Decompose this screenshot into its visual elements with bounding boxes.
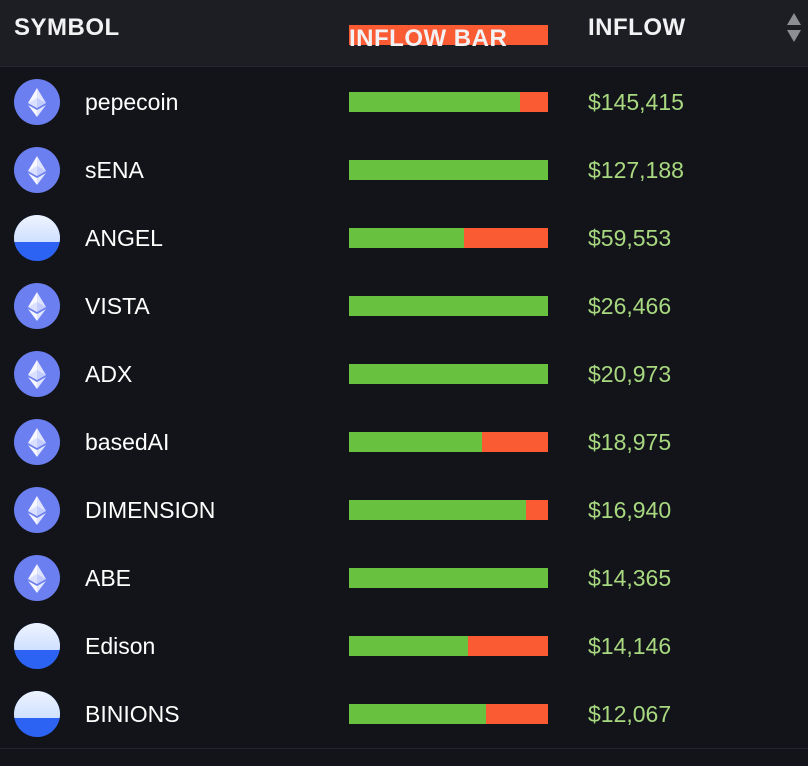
inflow-bar-fill <box>349 364 548 384</box>
inflow-bar-fill <box>349 500 527 520</box>
inflow-amount: $59,553 <box>588 225 672 251</box>
inflow-amount: $26,466 <box>588 293 672 319</box>
inflow-bar <box>349 432 548 452</box>
column-header-inflow[interactable]: INFLOW <box>588 14 686 41</box>
token-icon <box>14 623 60 669</box>
inflow-amount: $127,188 <box>588 157 684 183</box>
token-symbol[interactable]: Edison <box>85 633 156 659</box>
inflow-bar-fill <box>349 228 465 248</box>
table-bottom-divider <box>0 748 808 749</box>
inflow-bar <box>349 364 548 384</box>
table-body: pepecoin $145,415 sENA $127,188 ANGEL $59,553… <box>0 67 808 747</box>
table-row[interactable]: ADX $20,973 <box>0 339 808 407</box>
inflow-bar <box>349 704 548 724</box>
inflow-bar-fill <box>349 296 548 316</box>
inflow-amount: $14,365 <box>588 565 672 591</box>
table-header: SYMBOL INFLOW BAR INFLOW <box>0 0 808 67</box>
inflow-bar <box>349 92 548 112</box>
column-header-symbol[interactable]: SYMBOL <box>14 14 120 41</box>
token-symbol[interactable]: DIMENSION <box>85 497 216 523</box>
table-row[interactable]: ABE $14,365 <box>0 543 808 611</box>
token-symbol[interactable]: VISTA <box>85 293 150 319</box>
ethereum-icon <box>14 419 60 465</box>
inflow-bar <box>349 568 548 588</box>
ethereum-icon <box>14 283 60 329</box>
table-row[interactable]: Edison $14,146 <box>0 611 808 679</box>
inflow-amount: $18,975 <box>588 429 672 455</box>
ethereum-icon <box>14 79 60 125</box>
inflow-amount: $12,067 <box>588 701 672 727</box>
inflow-bar <box>349 160 548 180</box>
inflow-bar <box>349 636 548 656</box>
table-row[interactable]: ANGEL $59,553 <box>0 203 808 271</box>
table-row[interactable]: pepecoin $145,415 <box>0 67 808 135</box>
inflow-bar-fill <box>349 160 548 180</box>
inflow-bar <box>349 296 548 316</box>
inflow-bar-fill <box>349 636 469 656</box>
table-row[interactable]: BINIONS $12,067 <box>0 679 808 747</box>
token-symbol[interactable]: ADX <box>85 361 133 387</box>
inflow-bar-fill <box>349 704 487 724</box>
sort-ascending-icon[interactable] <box>787 13 801 25</box>
token-symbol[interactable]: ANGEL <box>85 225 163 251</box>
token-symbol[interactable]: pepecoin <box>85 89 179 115</box>
column-header-inflow-bar[interactable]: INFLOW BAR <box>349 25 548 52</box>
inflow-bar <box>349 228 548 248</box>
inflow-bar <box>349 500 548 520</box>
table-row[interactable]: basedAI $18,975 <box>0 407 808 475</box>
token-symbol[interactable]: sENA <box>85 157 144 183</box>
inflow-amount: $16,940 <box>588 497 672 523</box>
sort-descending-icon[interactable] <box>787 30 801 42</box>
inflow-amount: $145,415 <box>588 89 684 115</box>
ethereum-icon <box>14 487 60 533</box>
token-symbol[interactable]: ABE <box>85 565 132 591</box>
ethereum-icon <box>14 351 60 397</box>
table-row[interactable]: sENA $127,188 <box>0 135 808 203</box>
token-symbol[interactable]: basedAI <box>85 429 170 455</box>
ethereum-icon <box>14 147 60 193</box>
table-row[interactable]: VISTA $26,466 <box>0 271 808 339</box>
token-icon <box>14 691 60 737</box>
inflow-amount: $14,146 <box>588 633 672 659</box>
sort-up-down-icon[interactable] <box>787 12 801 44</box>
inflow-amount: $20,973 <box>588 361 672 387</box>
inflow-bar-fill <box>349 432 483 452</box>
token-symbol[interactable]: BINIONS <box>85 701 180 727</box>
table-row[interactable]: DIMENSION $16,940 <box>0 475 808 543</box>
inflow-bar-fill <box>349 568 548 588</box>
ethereum-icon <box>14 555 60 601</box>
token-icon <box>14 215 60 261</box>
inflow-bar-fill <box>349 92 521 112</box>
